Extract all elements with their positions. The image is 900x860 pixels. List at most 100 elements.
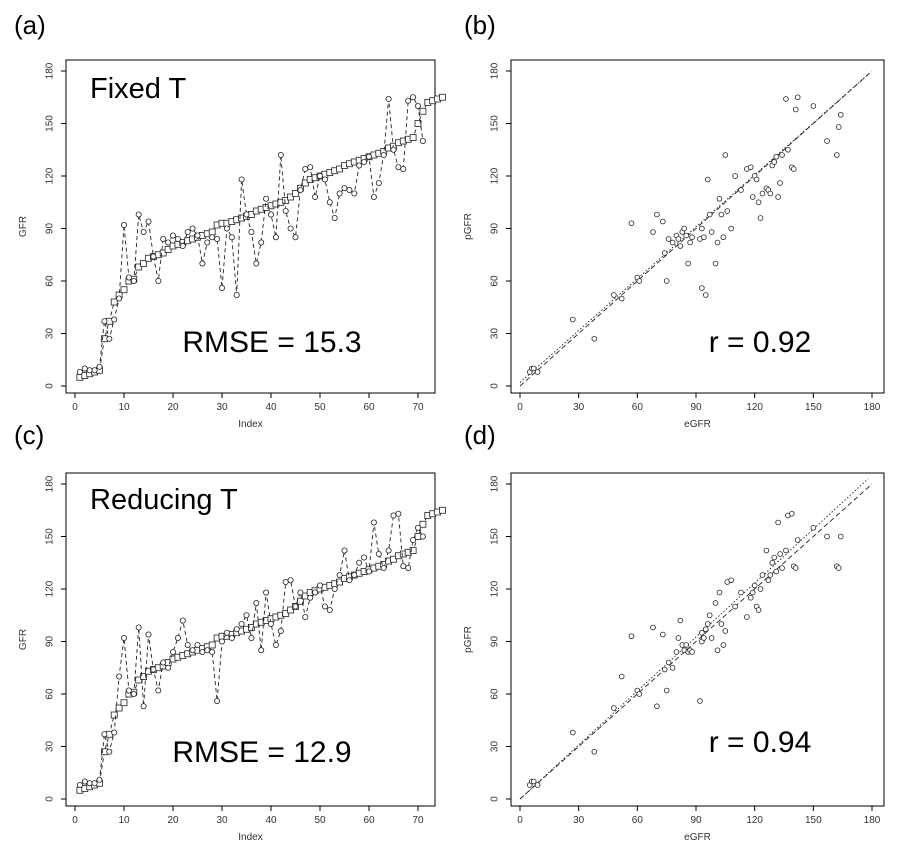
scatter-point-d: [669, 664, 676, 671]
point-circle-c: [400, 563, 407, 570]
point-circle-a: [321, 176, 328, 183]
scatter-point-d: [771, 554, 778, 561]
point-circle-c: [204, 647, 211, 654]
y-tick-label-b: 30: [490, 328, 501, 340]
point-circle-c: [321, 603, 328, 610]
y-tick-label-b: 150: [490, 115, 501, 132]
x-axis-label-c: Index: [238, 832, 262, 843]
x-tick-label-d: 30: [573, 815, 585, 826]
point-circle-c: [419, 533, 426, 540]
y-tick-label-c: 60: [45, 688, 56, 700]
scatter-point-d: [701, 635, 707, 641]
point-circle-a: [331, 214, 338, 221]
point-circle-a: [145, 218, 152, 225]
point-circle-a: [86, 367, 93, 374]
scatter-point-d: [755, 607, 762, 613]
x-tick-label-a: 50: [314, 402, 326, 413]
point-circle-c: [307, 594, 314, 601]
scatter-point-d: [810, 524, 817, 531]
point-circle-a: [272, 234, 279, 241]
point-circle-a: [375, 179, 382, 186]
x-tick-label-d: 150: [805, 815, 822, 826]
point-circle-a: [101, 318, 108, 325]
point-square-c: [390, 555, 397, 563]
point-circle-c: [228, 635, 235, 642]
scatter-point-d: [663, 687, 670, 694]
annotation-c: Reducing T: [90, 484, 238, 516]
scatter-point-b: [611, 292, 617, 298]
scatter-point-d: [744, 614, 750, 620]
point-circle-a: [204, 239, 211, 246]
point-circle-c: [356, 559, 363, 566]
point-circle-c: [179, 617, 186, 624]
point-circle-c: [111, 729, 118, 736]
scatter-point-b: [728, 225, 734, 232]
scatter-point-d: [534, 782, 541, 788]
point-square-a: [140, 260, 148, 267]
point-circle-c: [405, 565, 412, 572]
point-circle-c: [165, 664, 172, 671]
point-circle-a: [116, 295, 123, 302]
point-circle-c: [199, 649, 206, 656]
scatter-point-d: [773, 568, 779, 575]
point-circle-c: [150, 666, 157, 673]
scatter-point-d: [775, 519, 781, 526]
panel-label-d: (d): [464, 420, 496, 450]
point-circle-c: [174, 635, 181, 642]
scatter-point-b: [837, 111, 844, 118]
scatter-point-b: [777, 180, 783, 186]
scatter-point-d: [751, 582, 758, 589]
scatter-point-b: [636, 278, 643, 284]
scatter-point-b: [738, 187, 744, 193]
point-circle-c: [277, 628, 284, 635]
point-square-a: [110, 298, 118, 306]
y-tick-label-a: 150: [45, 115, 56, 132]
scatter-point-b: [732, 173, 738, 179]
point-circle-a: [380, 151, 387, 158]
scatter-point-b: [665, 236, 672, 242]
scatter-point-b: [699, 285, 705, 291]
point-circle-c: [263, 589, 270, 596]
point-circle-a: [184, 228, 191, 235]
point-square-a: [419, 107, 427, 115]
y-tick-label-c: 120: [45, 580, 56, 597]
point-circle-c: [184, 642, 191, 649]
point-circle-a: [150, 253, 157, 260]
y-tick-label-a: 0: [45, 383, 56, 389]
point-circle-c: [341, 547, 348, 554]
y-tick-label-a: 120: [45, 167, 56, 184]
scatter-point-b: [775, 194, 781, 200]
point-square-a: [208, 228, 216, 236]
y-tick-label-c: 30: [45, 741, 56, 753]
scatter-point-d: [636, 691, 643, 697]
scatter-point-d: [628, 633, 635, 640]
scatter-point-d: [837, 533, 844, 540]
point-square-c: [110, 711, 118, 719]
point-circle-a: [174, 235, 181, 242]
x-axis-label-a: Index: [238, 419, 262, 430]
point-circle-c: [385, 547, 392, 554]
scatter-point-d: [749, 589, 756, 596]
scatter-point-d: [675, 635, 682, 641]
scatter-point-b: [628, 220, 635, 227]
scatter-point-d: [654, 703, 660, 710]
scatter-point-b: [534, 369, 541, 375]
point-circle-a: [91, 367, 98, 374]
scatter-point-b: [712, 260, 719, 267]
scatter-point-d: [769, 559, 776, 566]
point-circle-c: [253, 600, 260, 607]
point-circle-a: [214, 235, 221, 242]
scatter-point-b: [755, 199, 762, 206]
point-circle-c: [91, 780, 98, 787]
point-circle-a: [410, 94, 417, 101]
scatter-point-d: [677, 617, 684, 624]
point-circle-c: [370, 519, 377, 526]
point-circle-c: [238, 621, 245, 628]
point-circle-a: [292, 234, 299, 241]
scatter-point-b: [687, 239, 693, 246]
point-circle-a: [130, 277, 137, 284]
point-square-a: [439, 93, 446, 101]
point-circle-a: [169, 232, 176, 239]
x-tick-label-c: 60: [363, 815, 375, 826]
point-circle-a: [233, 291, 240, 298]
